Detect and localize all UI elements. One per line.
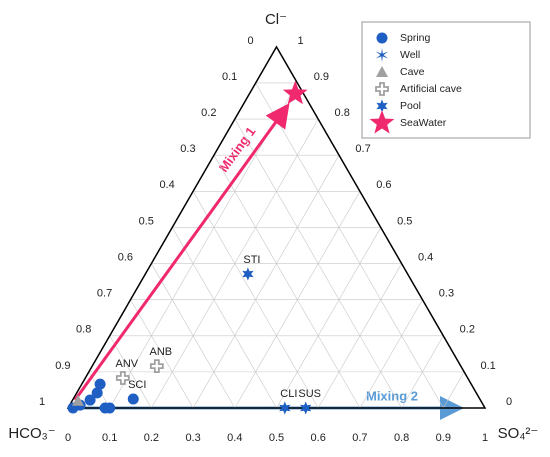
legend-label: Cave (400, 66, 425, 78)
point (84, 394, 96, 406)
legend-label: Well (400, 49, 420, 61)
right-tick-label: 0.8 (335, 107, 350, 119)
left-tick-label: 0.4 (159, 179, 174, 191)
grid-line (255, 82, 444, 409)
bottom-tick-label: 0.6 (311, 432, 326, 444)
point (300, 401, 312, 415)
point (282, 80, 308, 105)
point (376, 99, 388, 113)
legend-label: Spring (400, 32, 431, 44)
legend-label: Artificial cave (400, 83, 462, 95)
point-label: SUS (298, 388, 321, 400)
bottom-tick-label: 0.1 (102, 432, 117, 444)
left-vertex-label: HCO₃⁻ (8, 425, 55, 442)
right-tick-label: 0.5 (397, 215, 412, 227)
grid-line (171, 227, 277, 409)
legend-label: SeaWater (400, 117, 447, 129)
point (127, 393, 139, 405)
right-tick-label: 0.2 (460, 324, 475, 336)
point (376, 32, 388, 44)
point (375, 82, 389, 96)
point-label: ANV (116, 358, 139, 370)
grid-line (276, 227, 382, 409)
grid-line (151, 263, 236, 409)
grid-line (401, 335, 444, 409)
point (149, 359, 164, 374)
left-tick-label: 0.3 (180, 143, 195, 155)
annotation: Mixing 2 (366, 388, 418, 403)
right-tick-label: 1 (297, 35, 303, 47)
bottom-tick-label: 0.7 (352, 432, 367, 444)
right-tick-label: 0.6 (376, 179, 391, 191)
point (376, 66, 388, 77)
right-tick-label: 0.7 (355, 143, 370, 155)
bottom-tick-label: 0 (65, 432, 71, 444)
point (104, 402, 116, 414)
right-tick-label: 0.4 (418, 251, 433, 263)
left-tick-label: 0 (247, 35, 253, 47)
point (375, 48, 389, 62)
grid-line (359, 299, 423, 409)
bottom-tick-label: 0.9 (436, 432, 451, 444)
bottom-tick-label: 0.8 (394, 432, 409, 444)
point (94, 378, 106, 390)
left-tick-label: 0.9 (55, 360, 70, 372)
grid-line (192, 155, 340, 409)
mixing-arrow (73, 103, 290, 401)
point (279, 401, 291, 415)
point (72, 394, 85, 406)
left-tick-label: 0.6 (118, 251, 133, 263)
right-tick-label: 0.9 (314, 71, 329, 83)
right-tick-label: 0 (506, 396, 512, 408)
bottom-tick-label: 1 (482, 432, 488, 444)
point (369, 110, 395, 134)
point (242, 267, 254, 281)
left-tick-label: 0.8 (76, 324, 91, 336)
left-tick-label: 0.1 (222, 71, 237, 83)
right-tick-label: 0.1 (481, 360, 496, 372)
bottom-tick-label: 0.5 (269, 432, 284, 444)
point (91, 387, 103, 399)
bottom-tick-label: 0.4 (227, 432, 242, 444)
left-tick-label: 0.2 (201, 107, 216, 119)
right-tick-label: 0.3 (439, 288, 454, 300)
point-label: STI (243, 254, 260, 266)
legend-label: Pool (400, 100, 421, 112)
triangle-frame (66, 45, 487, 409)
left-tick-label: 0.7 (97, 288, 112, 300)
right-vertex-label: SO₄²⁻ (498, 425, 539, 442)
point-label: CLI (280, 388, 297, 400)
grid-line (130, 299, 194, 409)
grid-line (317, 263, 402, 409)
legend-box (361, 21, 531, 139)
point-label: SCI (128, 379, 146, 391)
grid-line (213, 155, 361, 409)
bottom-tick-label: 0.2 (144, 432, 159, 444)
left-tick-label: 1 (39, 396, 45, 408)
grid-line (443, 371, 465, 409)
left-tick-label: 0.5 (139, 215, 154, 227)
bottom-tick-label: 0.3 (185, 432, 200, 444)
point (115, 371, 130, 385)
grid-line (109, 335, 152, 409)
point-label: ANB (150, 346, 173, 358)
top-vertex-label: Cl⁻ (265, 11, 287, 28)
